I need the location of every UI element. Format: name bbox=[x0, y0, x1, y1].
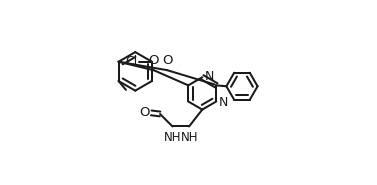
Text: O: O bbox=[149, 54, 159, 67]
Text: N: N bbox=[205, 70, 214, 83]
Text: NH: NH bbox=[181, 131, 198, 144]
Text: Cl: Cl bbox=[126, 55, 138, 68]
Text: NH: NH bbox=[164, 131, 181, 144]
Text: O: O bbox=[139, 106, 150, 119]
Text: N: N bbox=[219, 95, 228, 109]
Text: O: O bbox=[162, 54, 173, 67]
